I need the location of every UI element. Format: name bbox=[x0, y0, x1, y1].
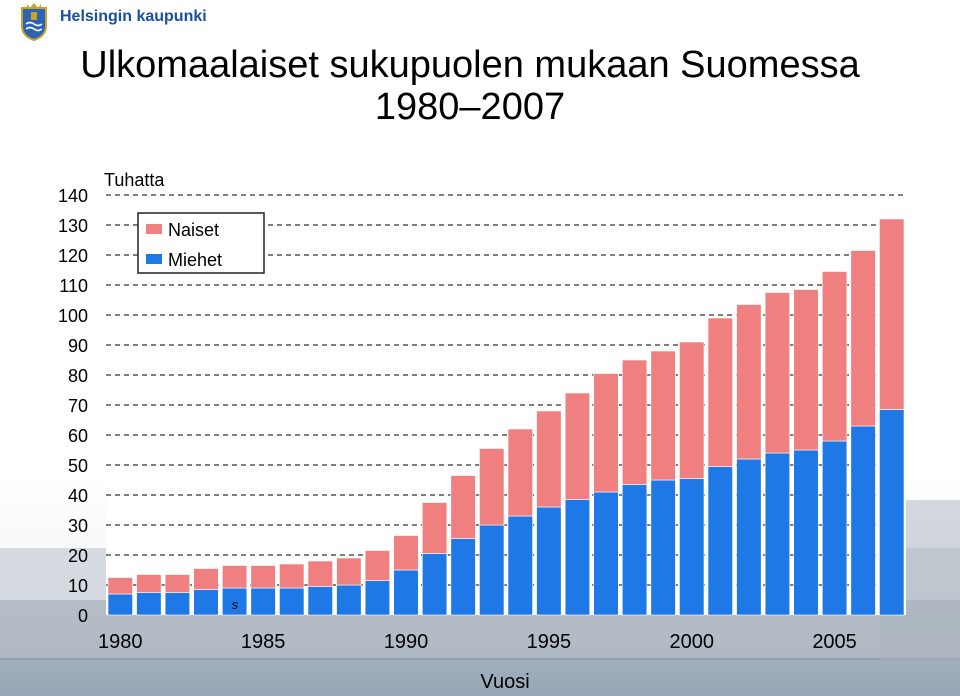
x-tick-label: 1985 bbox=[241, 631, 286, 653]
legend: Naiset Miehet bbox=[137, 212, 265, 274]
bar-naiset-1998 bbox=[621, 359, 648, 485]
bar-miehet-1987 bbox=[307, 586, 333, 616]
bar-naiset-2000 bbox=[679, 341, 705, 479]
y-tick-label: 70 bbox=[68, 396, 88, 416]
bar-naiset-1995 bbox=[536, 410, 562, 508]
page-title-line-2: 1980–2007 bbox=[374, 86, 566, 128]
bar-naiset-2004 bbox=[793, 289, 819, 451]
bar-miehet-1996 bbox=[564, 499, 591, 616]
bar-naiset-2002 bbox=[736, 304, 762, 460]
bar-naiset-2003 bbox=[764, 292, 791, 454]
y-tick-label: 110 bbox=[59, 276, 88, 296]
bar-naiset-2006 bbox=[850, 250, 876, 427]
y-tick-label: 120 bbox=[58, 246, 88, 266]
bar-naiset-1986 bbox=[279, 563, 305, 589]
bar-miehet-1980 bbox=[107, 593, 133, 616]
bar-miehet-1984 bbox=[221, 587, 248, 616]
bar-miehet-1997 bbox=[593, 491, 619, 616]
bar-miehet-1992 bbox=[450, 538, 476, 616]
x-axis-ticks: 1980 1985 1990 1995 2000 2005 bbox=[98, 631, 857, 653]
y-tick-label: 50 bbox=[68, 456, 88, 476]
legend-swatch-naiset bbox=[146, 224, 162, 234]
bar-naiset-2007 bbox=[879, 218, 905, 410]
bar-naiset-1993 bbox=[479, 448, 505, 526]
bar-naiset-1982 bbox=[164, 574, 191, 593]
bar-naiset-1984 bbox=[221, 565, 248, 589]
x-tick-label: 2000 bbox=[669, 631, 714, 653]
y-tick-label: 20 bbox=[68, 546, 88, 566]
bar-miehet-2006 bbox=[850, 425, 876, 616]
x-tick-label: 1990 bbox=[384, 631, 429, 653]
bar-miehet-1999 bbox=[650, 479, 676, 616]
bar-naiset-1996 bbox=[564, 392, 591, 500]
bar-naiset-1997 bbox=[593, 373, 619, 493]
bar-naiset-2001 bbox=[707, 317, 733, 467]
bar-naiset-2005 bbox=[821, 271, 848, 442]
y-tick-label: 60 bbox=[68, 426, 88, 446]
bar-naiset-1991 bbox=[421, 502, 448, 554]
bar-miehet-1993 bbox=[479, 524, 505, 616]
bar-miehet-1991 bbox=[421, 553, 448, 616]
y-tick-label: 100 bbox=[58, 306, 88, 326]
bar-naiset-1983 bbox=[193, 568, 219, 590]
y-tick-label: 140 bbox=[58, 186, 88, 206]
bar-naiset-1994 bbox=[507, 428, 533, 517]
bar-miehet-1986 bbox=[279, 587, 305, 616]
bar-naiset-1990 bbox=[393, 535, 419, 571]
helsinki-crest-icon bbox=[21, 3, 47, 42]
bar-naiset-1987 bbox=[307, 560, 333, 587]
y-tick-label: 30 bbox=[68, 516, 88, 536]
legend-label-miehet: Miehet bbox=[168, 250, 222, 270]
bar-miehet-2005 bbox=[821, 440, 848, 616]
bar-naiset-1999 bbox=[650, 350, 676, 481]
bar-miehet-1994 bbox=[507, 515, 533, 616]
y-axis-label: Tuhatta bbox=[104, 170, 165, 190]
bar-naiset-1988 bbox=[336, 557, 362, 586]
x-tick-label: 2005 bbox=[812, 631, 857, 653]
legend-label-naiset: Naiset bbox=[168, 220, 219, 240]
bar-miehet-2000 bbox=[679, 478, 705, 616]
bar-miehet-1998 bbox=[621, 484, 648, 616]
bar-miehet-1982 bbox=[164, 592, 191, 616]
x-axis-label: Vuosi bbox=[480, 671, 529, 693]
y-tick-label: 90 bbox=[68, 336, 88, 356]
bar-miehet-2004 bbox=[793, 449, 819, 616]
bar-miehet-1995 bbox=[536, 506, 562, 616]
y-tick-label: 10 bbox=[68, 576, 88, 596]
bar-naiset-1980 bbox=[107, 577, 133, 595]
y-tick-label: 130 bbox=[58, 216, 88, 236]
page-title-line-1: Ulkomaalaiset sukupuolen mukaan Suomessa bbox=[80, 44, 860, 86]
bar-miehet-2007 bbox=[879, 409, 905, 616]
bar-miehet-1988 bbox=[336, 584, 362, 616]
x-tick-label: 1995 bbox=[527, 631, 572, 653]
legend-swatch-miehet bbox=[146, 254, 162, 264]
bar-miehet-1981 bbox=[136, 592, 162, 616]
bar-miehet-1985 bbox=[250, 587, 276, 616]
bar-miehet-2003 bbox=[764, 452, 791, 616]
page-title: Ulkomaalaiset sukupuolen mukaan Suomessa… bbox=[0, 44, 940, 128]
bar-miehet-1983 bbox=[193, 589, 219, 616]
bar-naiset-1989 bbox=[364, 550, 391, 581]
organization-name: Helsingin kaupunki bbox=[60, 8, 207, 25]
y-tick-label: 80 bbox=[68, 366, 88, 386]
bar-naiset-1981 bbox=[136, 574, 162, 593]
bars bbox=[107, 218, 905, 616]
bar-miehet-2001 bbox=[707, 466, 733, 616]
bar-naiset-1985 bbox=[250, 565, 276, 589]
bar-naiset-1992 bbox=[450, 475, 476, 539]
y-tick-label: 40 bbox=[68, 486, 88, 506]
y-tick-label: 0 bbox=[78, 606, 88, 626]
x-tick-label: 1980 bbox=[98, 631, 143, 653]
chart-annotation: s bbox=[232, 597, 239, 612]
bar-miehet-1990 bbox=[393, 569, 419, 616]
bar-miehet-1989 bbox=[364, 580, 391, 616]
y-axis-ticks: 0 10 20 30 40 50 60 70 80 90 100 110 120 130 140 bbox=[58, 186, 88, 626]
bar-miehet-2002 bbox=[736, 458, 762, 616]
